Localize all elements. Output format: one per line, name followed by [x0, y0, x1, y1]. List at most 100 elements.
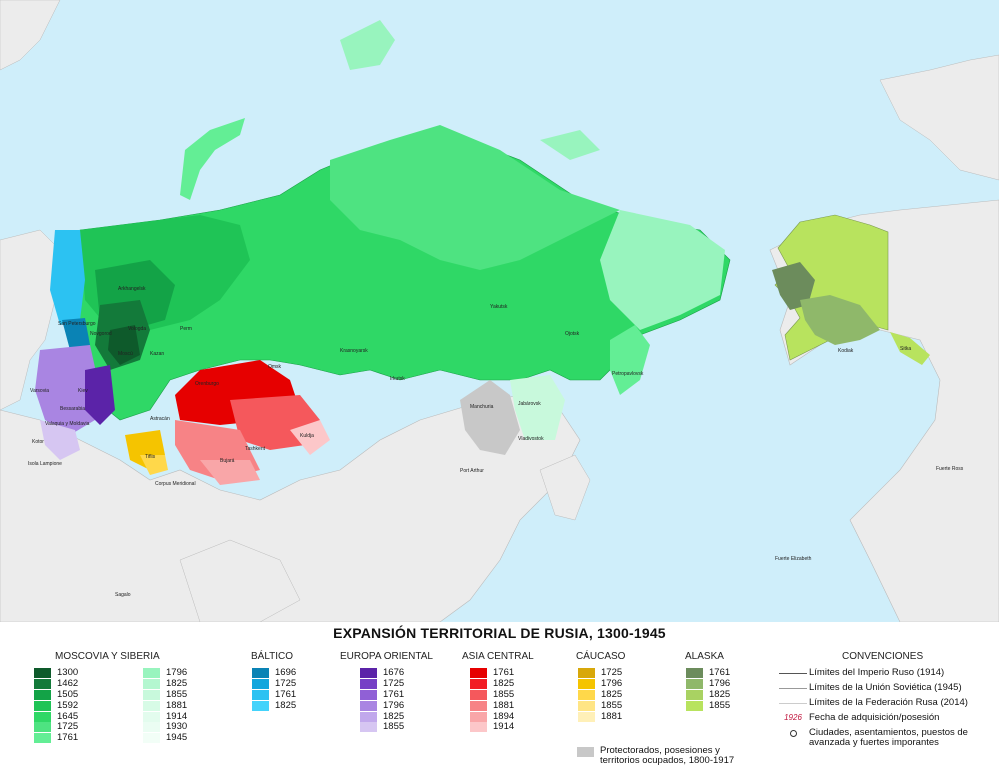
legend-swatch	[252, 668, 269, 679]
legend-year: 1796	[383, 699, 405, 711]
asia-south-land	[0, 394, 581, 622]
muscovy-1300	[108, 325, 140, 365]
legend-item: 1825	[252, 700, 296, 711]
legend-year: 1855	[709, 699, 731, 711]
legend-year: 1462	[57, 678, 79, 690]
legend-year: 1725	[383, 678, 405, 690]
place-label: Bessarabia	[60, 406, 85, 412]
novaya-zemlya	[180, 118, 245, 200]
legend-year: 1855	[493, 688, 515, 700]
legend-year: 1796	[601, 678, 623, 690]
legend-year: 1725	[57, 721, 79, 733]
legend-item: 1725	[34, 722, 78, 733]
legend-item: 1725	[360, 679, 404, 690]
legend-panel: EXPANSIÓN TERRITORIAL DE RUSIA, 1300-194…	[0, 622, 999, 774]
kamchatka-1725	[610, 325, 650, 395]
legend-year: 1725	[601, 667, 623, 679]
india-land	[179, 539, 301, 622]
legend-item: 1825	[686, 688, 731, 701]
place-label: Vologda	[128, 326, 146, 332]
convencion-item: Límites de la Federación Rusa (2014)	[777, 698, 999, 708]
legend-item: 1761	[360, 689, 404, 701]
legend-swatch	[470, 700, 487, 711]
legend-item: 1930	[143, 722, 187, 733]
legend-swatch	[360, 689, 377, 700]
date-sample: 1926	[784, 713, 802, 722]
legend-year: 1825	[709, 688, 731, 700]
legend-moscovia-col1: 1300 1462 1505 1592 1645 1725 1761	[34, 668, 78, 744]
japan-korea-land	[539, 454, 591, 521]
canadian-arctic-land	[879, 54, 999, 181]
legend-item: 1914	[143, 711, 187, 722]
legend-swatch	[34, 668, 51, 679]
legend-year: 1696	[275, 667, 297, 679]
place-label: Valaquia y Moldavia	[45, 421, 90, 427]
convencion-item: 1926 Fecha de adquisición/posesión	[777, 713, 999, 723]
place-label: Bujará	[220, 458, 235, 464]
legend-year: 1855	[601, 699, 623, 711]
legend-swatch	[143, 711, 160, 722]
legend-item: 1725	[252, 679, 296, 690]
legend-protectorados: Protectorados, posesiones y territorios …	[577, 746, 734, 766]
legend-swatch	[578, 689, 595, 700]
legend-item: 1945	[143, 733, 187, 744]
legend-swatch	[686, 689, 703, 700]
place-label: Irkutsk	[390, 376, 405, 382]
legend-year: 1881	[166, 699, 188, 711]
boundary-line-symbol	[777, 668, 809, 678]
legend-swatch	[470, 711, 487, 722]
place-label: Arkhangelsk	[118, 286, 146, 292]
legend-item: 1462	[34, 679, 78, 690]
legend-item: 1300	[34, 668, 78, 679]
convencion-item: Límites del Imperio Ruso (1914)	[777, 668, 999, 678]
map-title: EXPANSIÓN TERRITORIAL DE RUSIA, 1300-194…	[333, 625, 666, 641]
legend-item: 1796	[143, 668, 187, 679]
legend-year: 1796	[709, 678, 731, 690]
legend-year: 1945	[166, 732, 188, 744]
legend-swatch	[470, 689, 487, 700]
new-siberian-islands	[540, 130, 600, 160]
legend-europa-swatches: 1676 1725 1761 1796 1825 1855	[360, 668, 404, 733]
legend-swatch	[360, 700, 377, 711]
convencion-label: Límites de la Federación Rusa (2014)	[809, 697, 968, 708]
legend-swatch	[360, 679, 377, 690]
pamir-1894	[200, 460, 260, 485]
map-area: Arkhangelsk San Petersburgo Vologda Novgoro…	[0, 0, 999, 622]
legend-year: 1300	[57, 667, 79, 679]
legend-item: 1855	[360, 722, 404, 733]
legend-swatch	[252, 700, 269, 711]
legend-swatch	[143, 733, 160, 744]
convencion-label: Límites del Imperio Ruso (1914)	[809, 667, 945, 678]
legend-swatch	[252, 689, 269, 700]
legend-item: 1505	[34, 689, 78, 701]
legend-year: 1855	[166, 688, 188, 700]
legend-swatch	[34, 689, 51, 700]
legend-asia-swatches: 1761 1825 1855 1881 1894 1914	[470, 668, 514, 733]
legend-year: 1592	[57, 699, 79, 711]
city-circle-icon	[789, 729, 797, 737]
protectorados-swatch	[577, 747, 594, 757]
legend-year: 1825	[493, 678, 515, 690]
place-label: Kuldja	[300, 433, 314, 439]
boundary-line-symbol	[777, 698, 809, 708]
legend-item: 1855	[143, 688, 188, 701]
poland-1796	[35, 345, 100, 435]
legend-swatch	[470, 679, 487, 690]
legend-europa-title: EUROPA ORIENTAL	[340, 651, 433, 662]
legend-year: 1930	[166, 721, 188, 733]
legend-swatch	[34, 711, 51, 722]
legend-item: 1761	[470, 668, 514, 679]
place-labels: Arkhangelsk San Petersburgo Vologda Novgoro…	[28, 286, 964, 598]
legend-swatch	[360, 668, 377, 679]
legend-item: 1825	[360, 711, 404, 722]
place-label: Moscú	[118, 351, 133, 357]
city-symbol	[777, 728, 809, 738]
legend-year: 1881	[493, 699, 515, 711]
legend-item: 1881	[578, 711, 622, 722]
legend-swatch	[686, 700, 703, 711]
legend-swatch	[578, 711, 595, 722]
alaska-1796	[800, 295, 880, 345]
legend-caucaso-swatches: 1725 1796 1825 1855 1881	[578, 668, 622, 722]
caucasus-1825	[140, 455, 168, 475]
legend-swatch	[578, 700, 595, 711]
